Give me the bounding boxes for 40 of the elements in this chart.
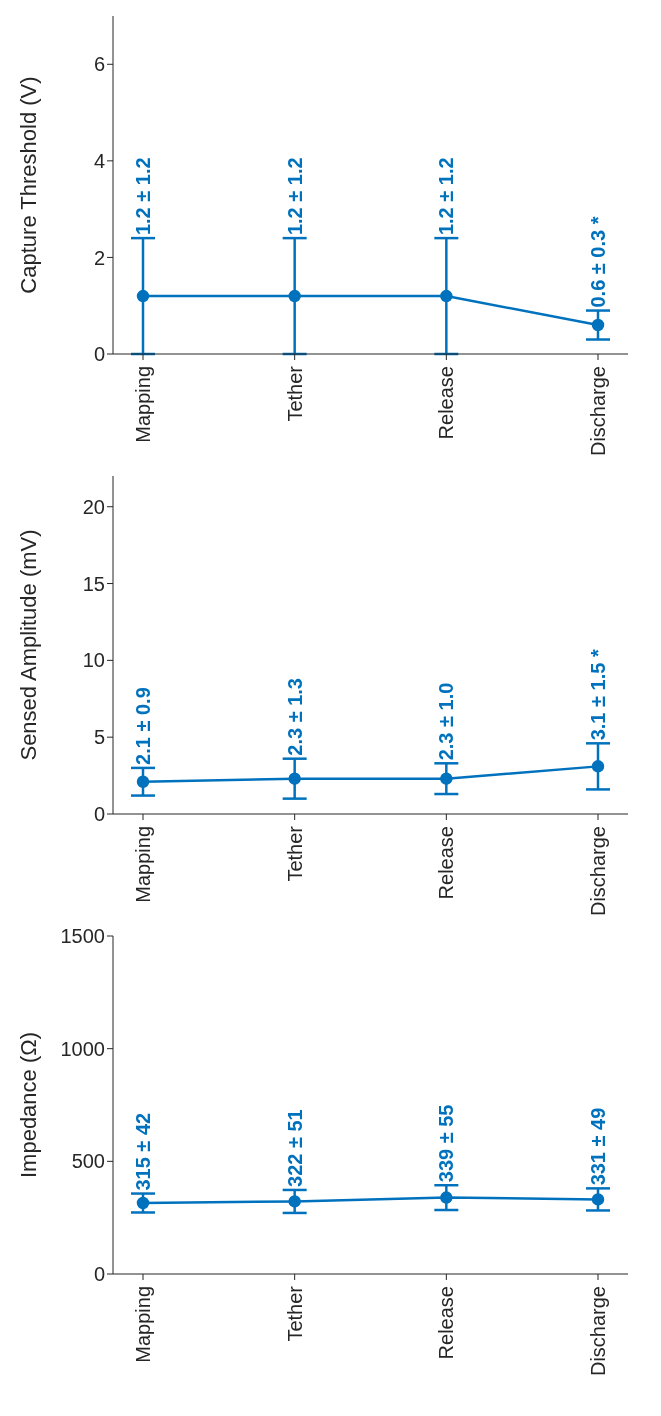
y-axis-title: Capture Threshold (V): [15, 76, 41, 294]
y-axis-title: Sensed Amplitude (mV): [15, 529, 41, 761]
data-label: 322 ± 51: [283, 1109, 306, 1187]
data-label: 3.1 ± 1.5 *: [587, 649, 609, 741]
x-tick-label: Tether: [283, 825, 306, 882]
data-label: 315 ± 42: [132, 1112, 154, 1191]
y-tick-label: 6: [93, 53, 105, 76]
data-label: 1.2 ± 1.2: [283, 157, 306, 236]
x-tick-label: Discharge: [587, 826, 609, 917]
x-tick-label: Discharge: [587, 1286, 609, 1377]
y-tick-label: 1000: [60, 1037, 105, 1060]
y-axis-title: Impedance (Ω): [15, 1031, 41, 1179]
data-label: 2.3 ± 1.3: [283, 677, 306, 756]
y-tick-label: 0: [93, 343, 105, 366]
x-tick-label: Mapping: [132, 1286, 154, 1363]
data-label: 2.3 ± 1.0: [435, 682, 458, 761]
x-tick-label: Mapping: [132, 826, 154, 903]
y-tick-label: 5: [93, 726, 105, 749]
y-tick-label: 10: [82, 649, 105, 672]
data-label: 331 ± 49: [587, 1107, 609, 1186]
y-tick-label: 15: [82, 572, 105, 595]
x-tick-label: Release: [435, 826, 458, 900]
y-tick-label: 1500: [60, 925, 105, 948]
x-tick-label: Release: [435, 1286, 458, 1360]
x-tick-label: Tether: [283, 1285, 306, 1342]
y-tick-label: 2: [93, 246, 105, 269]
data-label: 2.1 ± 0.9: [132, 687, 154, 765]
data-label: 1.2 ± 1.2: [132, 157, 154, 236]
y-tick-label: 4: [93, 149, 105, 172]
y-tick-label: 0: [93, 803, 105, 826]
y-tick-label: 0: [93, 1263, 105, 1286]
data-label: 0.6 ± 0.3 *: [587, 216, 609, 308]
data-label: 1.2 ± 1.2: [435, 157, 458, 236]
data-label: 339 ± 55: [435, 1104, 458, 1183]
x-tick-label: Mapping: [132, 366, 154, 443]
x-tick-label: Release: [435, 366, 458, 440]
y-tick-label: 20: [82, 495, 105, 518]
x-tick-label: Tether: [283, 365, 306, 422]
y-tick-label: 500: [71, 1150, 105, 1173]
x-tick-label: Discharge: [587, 366, 609, 457]
